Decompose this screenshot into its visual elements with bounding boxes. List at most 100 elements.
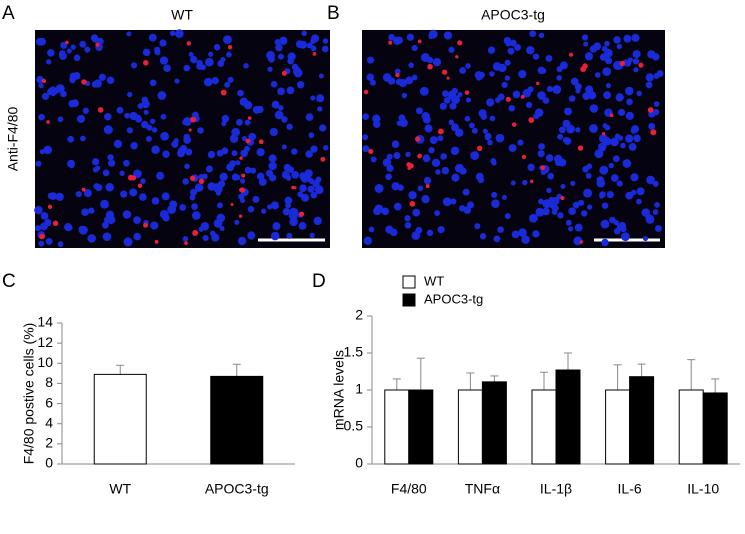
- nucleus: [368, 226, 375, 233]
- bar: [702, 392, 728, 465]
- nucleus: [495, 133, 505, 143]
- nucleus: [630, 173, 639, 182]
- nucleus: [183, 64, 191, 72]
- nucleus: [256, 172, 265, 181]
- legend-swatch: [402, 293, 416, 307]
- nucleus: [163, 64, 171, 73]
- nucleus: [504, 59, 511, 66]
- stain: [143, 222, 148, 228]
- nucleus: [119, 170, 125, 176]
- nucleus: [601, 202, 609, 209]
- stain: [425, 184, 430, 189]
- nucleus: [450, 198, 457, 205]
- nucleus: [310, 95, 316, 101]
- nucleus: [563, 137, 572, 145]
- nucleus: [484, 132, 492, 140]
- nucleus: [153, 46, 161, 53]
- nucleus: [428, 147, 435, 154]
- nucleus: [474, 223, 481, 230]
- nucleus: [417, 185, 424, 192]
- y-tick-label: 10: [37, 354, 53, 370]
- nucleus: [298, 222, 307, 230]
- bar: [408, 389, 434, 465]
- nucleus: [252, 195, 260, 203]
- nucleus: [169, 30, 176, 36]
- nucleus: [522, 89, 531, 98]
- nucleus: [557, 133, 564, 140]
- nucleus: [632, 49, 641, 59]
- stain: [540, 165, 546, 170]
- nucleus: [278, 105, 284, 111]
- nucleus: [198, 226, 204, 232]
- stain: [312, 52, 317, 56]
- nucleus: [306, 42, 313, 49]
- stain: [580, 66, 587, 73]
- nucleus: [421, 195, 430, 204]
- nucleus: [129, 188, 138, 197]
- nucleus: [366, 73, 375, 81]
- bar: [93, 373, 147, 465]
- nucleus: [269, 127, 278, 137]
- nucleus: [459, 167, 467, 175]
- nucleus: [422, 115, 431, 124]
- nucleus: [594, 149, 604, 159]
- stain: [408, 163, 414, 169]
- nucleus: [552, 85, 562, 94]
- nucleus: [537, 150, 545, 158]
- nucleus: [106, 76, 115, 85]
- nucleus: [156, 171, 165, 180]
- nucleus: [35, 160, 42, 167]
- stain: [198, 178, 205, 185]
- nucleus: [103, 125, 113, 135]
- nucleus: [474, 71, 483, 80]
- nucleus: [321, 45, 329, 53]
- nucleus: [599, 193, 605, 199]
- stain: [281, 70, 288, 76]
- nucleus: [404, 222, 412, 229]
- nucleus: [227, 76, 234, 83]
- nucleus: [45, 237, 53, 245]
- nucleus: [404, 215, 411, 222]
- stain: [241, 173, 246, 178]
- nucleus: [216, 202, 223, 209]
- nucleus: [393, 202, 402, 211]
- nucleus: [432, 57, 442, 67]
- nucleus: [306, 176, 312, 183]
- nucleus: [159, 39, 167, 47]
- nucleus: [291, 148, 298, 155]
- nucleus: [636, 198, 642, 205]
- nucleus: [143, 109, 149, 115]
- nucleus: [442, 197, 452, 207]
- panel-label: B: [327, 3, 340, 24]
- y-tick-label: 0.5: [344, 418, 364, 434]
- stain: [577, 145, 584, 151]
- stain: [609, 113, 614, 118]
- nucleus: [127, 91, 133, 98]
- stain: [528, 117, 535, 123]
- nucleus: [618, 221, 627, 230]
- stain: [239, 187, 246, 193]
- nucleus: [180, 144, 188, 152]
- x-tick-label: WT: [109, 481, 131, 497]
- nucleus: [584, 52, 594, 61]
- nucleus: [601, 46, 608, 52]
- stain: [569, 52, 574, 57]
- nucleus: [362, 145, 370, 153]
- nucleus: [268, 161, 277, 171]
- nucleus: [542, 97, 550, 104]
- y-tick-label: 1: [355, 381, 363, 397]
- nucleus: [504, 75, 511, 81]
- legend-swatch: [402, 275, 416, 289]
- nucleus: [46, 59, 52, 65]
- nucleus: [275, 43, 283, 52]
- nucleus: [76, 114, 86, 124]
- nucleus: [448, 119, 455, 126]
- nucleus: [654, 202, 660, 208]
- nucleus: [174, 78, 180, 84]
- nucleus: [475, 172, 484, 181]
- nucleus: [318, 73, 324, 79]
- nucleus: [44, 218, 52, 227]
- stain: [258, 139, 264, 145]
- nucleus: [588, 91, 597, 100]
- stain: [414, 136, 421, 142]
